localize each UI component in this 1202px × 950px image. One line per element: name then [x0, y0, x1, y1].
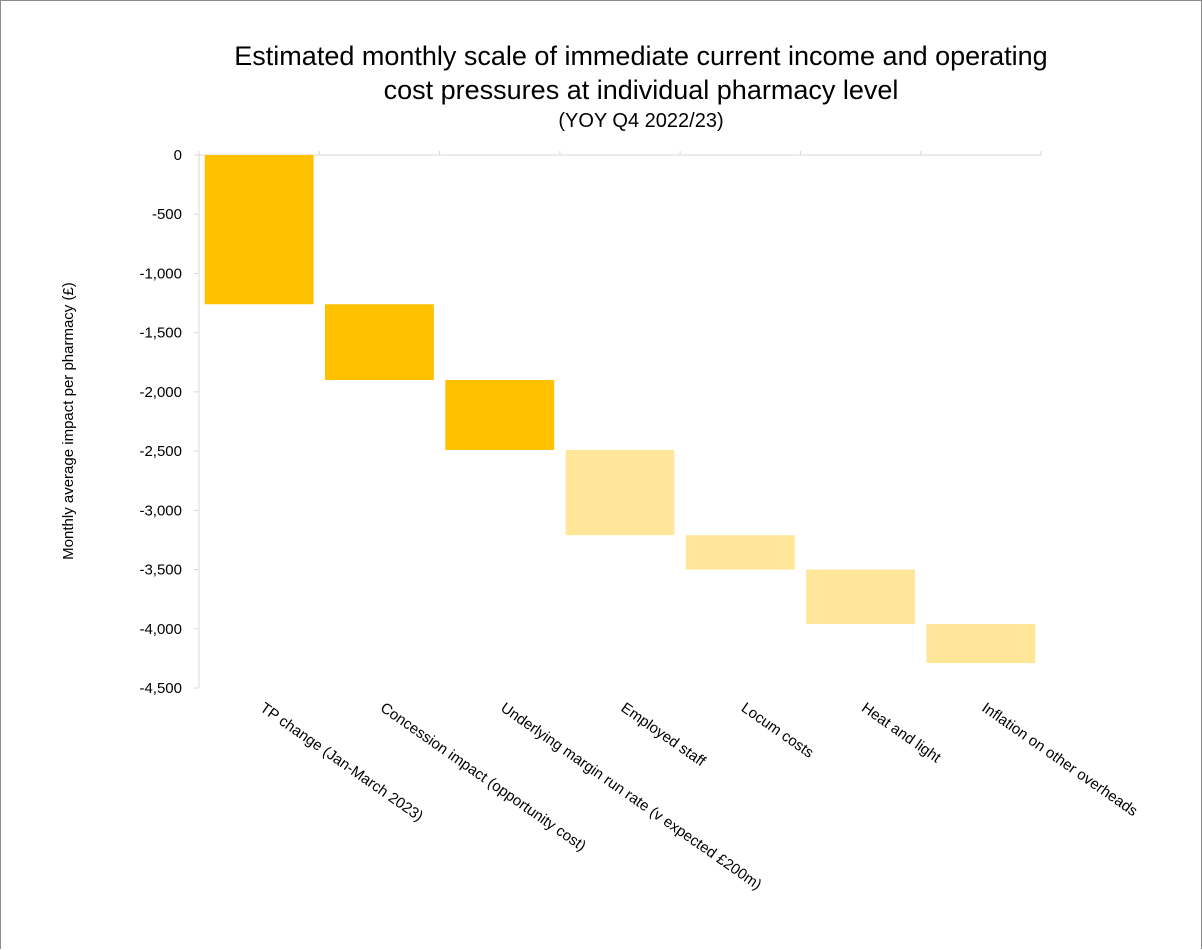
- waterfall-bar: [685, 535, 795, 570]
- x-category-label: Inflation on other overheads: [979, 699, 1141, 820]
- y-tick-label: -1,500: [139, 325, 182, 342]
- x-category-label: Underlying margin run rate (v expected £…: [497, 699, 764, 893]
- x-category-label: Locum costs: [738, 699, 817, 761]
- x-category-label: Employed staff: [618, 699, 709, 770]
- x-axis-category-labels: TP change (Jan-March 2023)Concession imp…: [257, 699, 1141, 893]
- waterfall-bar: [445, 380, 555, 450]
- bars: [204, 155, 1036, 664]
- y-tick-label: -500: [152, 206, 182, 223]
- waterfall-bar: [565, 449, 675, 536]
- y-axis-title: Monthly average impact per pharmacy (£): [60, 282, 77, 560]
- x-category-label: Heat and light: [858, 699, 944, 766]
- waterfall-bar: [204, 155, 314, 305]
- y-tick-label: -4,000: [139, 621, 182, 638]
- chart-title-line-2: cost pressures at individual pharmacy le…: [384, 75, 899, 105]
- y-tick-label: -4,500: [139, 680, 182, 697]
- y-tick-label: -2,500: [139, 443, 182, 460]
- waterfall-bar: [806, 569, 916, 625]
- axes: [198, 151, 1042, 688]
- y-tick-label: -2,000: [139, 384, 182, 401]
- chart-subtitle: (YOY Q4 2022/23): [558, 110, 723, 132]
- waterfall-bar: [324, 304, 434, 381]
- y-tick-label: 0: [174, 147, 182, 164]
- y-axis-ticks: 0 -500 -1,000 -1,500 -2,000 -2,500 -3,000 -3,50…: [139, 147, 199, 697]
- y-tick-label: -3,500: [139, 562, 182, 579]
- waterfall-bar: [926, 624, 1036, 664]
- y-tick-label: -3,000: [139, 502, 182, 519]
- y-tick-label: -1,000: [139, 265, 182, 282]
- x-category-label: Concession impact (opportunity cost): [377, 699, 589, 854]
- chart-title-line-1: Estimated monthly scale of immediate cur…: [234, 41, 1047, 71]
